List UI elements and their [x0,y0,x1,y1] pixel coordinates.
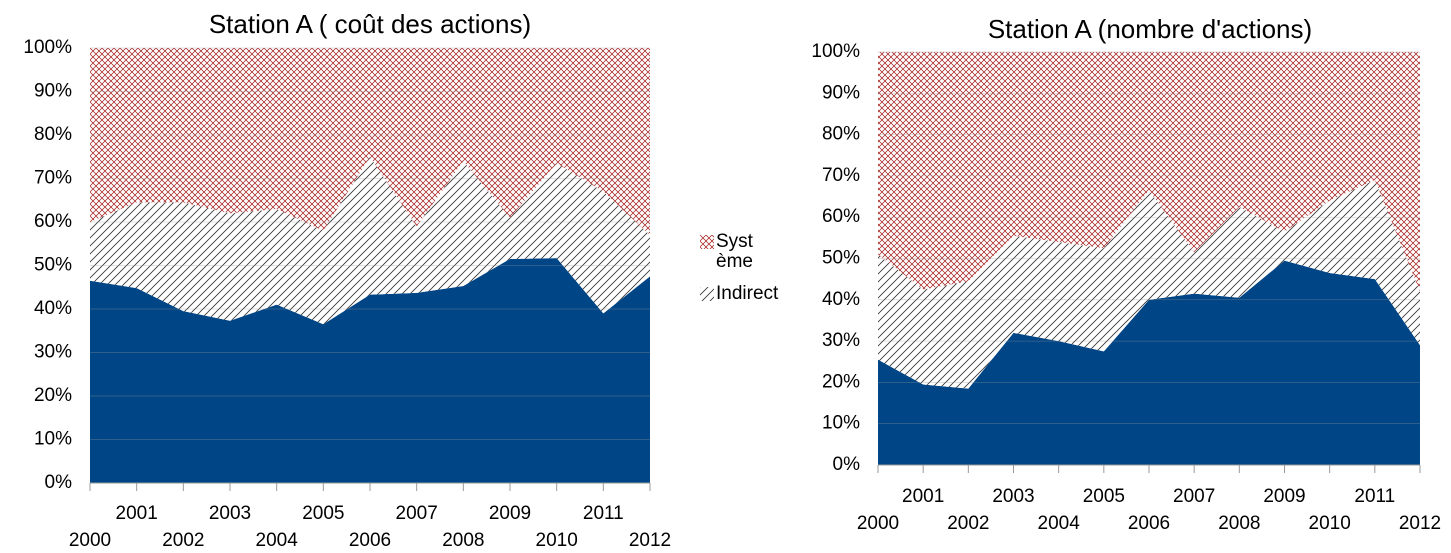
y-tick-label: 70% [34,168,72,189]
y-tick-label: 100% [811,41,860,62]
y-tick-label: 10% [34,429,72,450]
x-tick-label: 2003 [209,503,251,524]
x-tick-label: 2011 [583,503,624,524]
y-tick-label: 80% [822,124,860,145]
y-tick-label: 40% [822,289,860,310]
y-tick-label: 0% [833,454,861,475]
y-tick-label: 50% [822,248,860,269]
y-tick-label: 30% [34,342,72,363]
y-tick-label: 30% [822,330,860,351]
legend: Système Indirect [700,232,778,304]
x-tick-label: 2000 [857,513,899,534]
x-tick-label: 2012 [1399,513,1441,534]
y-tick-label: 90% [34,81,72,102]
area [878,180,1420,389]
x-tick-label: 2008 [442,530,484,551]
x-tick-label: 2009 [1263,486,1305,507]
y-tick-label: 90% [822,82,860,103]
x-tick-label: 2001 [116,503,158,524]
y-tick-label: 20% [822,371,860,392]
chart-title: Station A (nombre d'actions) [988,14,1312,44]
area [90,48,650,236]
y-tick-label: 10% [822,413,860,434]
x-tick-label: 2008 [1218,513,1260,534]
chart-title: Station A ( coût des actions) [209,9,531,39]
y-tick-label: 50% [34,255,72,276]
x-tick-label: 2002 [947,513,989,534]
x-tick-label: 2011 [1354,486,1395,507]
y-tick-label: 40% [34,298,72,319]
x-tick-label: 2004 [256,530,299,551]
area [90,156,650,325]
x-tick-label: 2009 [489,503,531,524]
area [90,258,650,483]
area [878,52,1420,292]
x-tick-label: 2002 [162,530,204,551]
x-tick-label: 2003 [992,486,1034,507]
x-tick-label: 2000 [69,530,111,551]
area [878,260,1420,465]
x-tick-label: 2006 [1128,513,1170,534]
x-tick-label: 2005 [302,503,344,524]
x-tick-label: 2010 [536,530,578,551]
x-tick-label: 2012 [629,530,671,551]
y-tick-label: 70% [822,165,860,186]
y-tick-label: 20% [34,385,72,406]
y-tick-label: 60% [822,206,860,227]
x-tick-label: 2005 [1083,486,1125,507]
legend-label: Indirect [716,283,779,304]
legend-label: Système [716,231,753,272]
x-tick-label: 2007 [396,503,438,524]
x-tick-label: 2001 [902,486,944,507]
x-tick-label: 2004 [1038,513,1081,534]
y-tick-label: 100% [23,37,72,58]
x-tick-label: 2006 [349,530,391,551]
y-tick-label: 60% [34,211,72,232]
y-tick-label: 0% [45,472,73,493]
y-tick-label: 80% [34,124,72,145]
x-tick-label: 2010 [1309,513,1351,534]
x-tick-label: 2007 [1173,486,1215,507]
